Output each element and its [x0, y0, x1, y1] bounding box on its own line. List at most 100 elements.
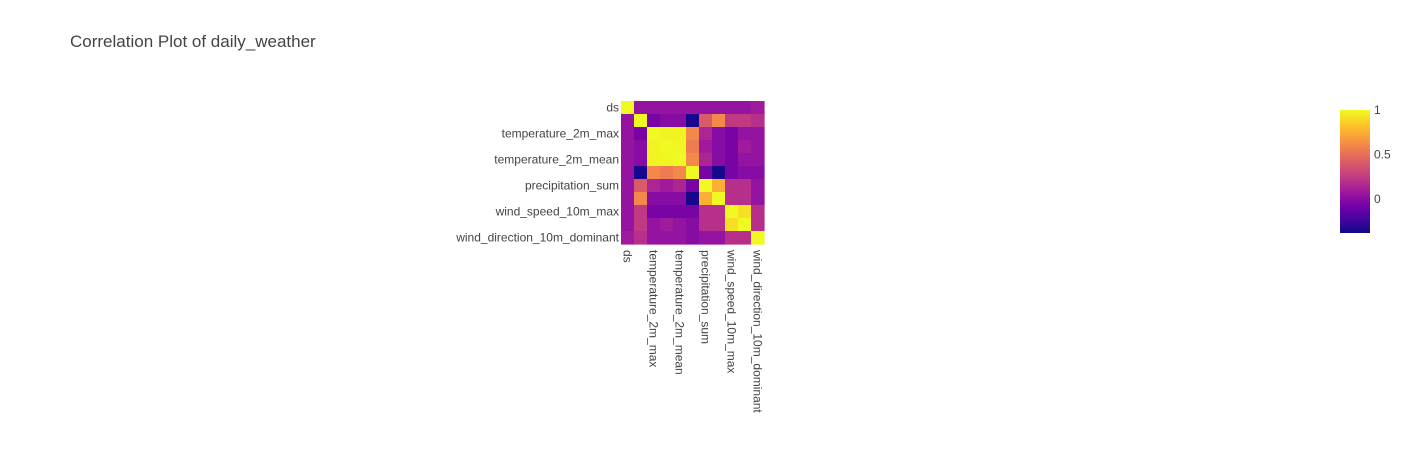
heatmap-cell[interactable] — [725, 114, 739, 128]
heatmap-cell[interactable] — [673, 114, 687, 128]
heatmap-cell[interactable] — [686, 127, 700, 141]
heatmap-cell[interactable] — [673, 205, 687, 219]
heatmap-cell[interactable] — [699, 205, 713, 219]
heatmap-cell[interactable] — [660, 218, 674, 232]
heatmap-cell[interactable] — [738, 153, 752, 167]
heatmap-cell[interactable] — [621, 205, 635, 219]
heatmap-cell[interactable] — [738, 179, 752, 193]
heatmap-cell[interactable] — [634, 166, 648, 180]
heatmap-cell[interactable] — [725, 179, 739, 193]
heatmap-cell[interactable] — [712, 218, 726, 232]
heatmap-cell[interactable] — [686, 231, 700, 245]
heatmap-cell[interactable] — [686, 192, 700, 206]
heatmap-cell[interactable] — [660, 114, 674, 128]
heatmap-cell[interactable] — [647, 127, 661, 141]
heatmap-cell[interactable] — [725, 205, 739, 219]
heatmap-cell[interactable] — [660, 101, 674, 115]
heatmap-cell[interactable] — [751, 179, 765, 193]
heatmap-cell[interactable] — [751, 218, 765, 232]
heatmap-cell[interactable] — [699, 127, 713, 141]
heatmap-cell[interactable] — [673, 192, 687, 206]
heatmap-cell[interactable] — [712, 114, 726, 128]
heatmap-cell[interactable] — [673, 231, 687, 245]
heatmap-cell[interactable] — [673, 101, 687, 115]
heatmap-cell[interactable] — [621, 101, 635, 115]
heatmap-cell[interactable] — [686, 101, 700, 115]
heatmap-cell[interactable] — [712, 166, 726, 180]
heatmap-cell[interactable] — [751, 127, 765, 141]
heatmap-cell[interactable] — [738, 166, 752, 180]
heatmap-cell[interactable] — [738, 114, 752, 128]
heatmap-cell[interactable] — [686, 205, 700, 219]
heatmap-cell[interactable] — [634, 205, 648, 219]
heatmap-cell[interactable] — [738, 101, 752, 115]
heatmap-cell[interactable] — [699, 192, 713, 206]
heatmap-cell[interactable] — [686, 166, 700, 180]
heatmap-cell[interactable] — [725, 153, 739, 167]
heatmap-cell[interactable] — [621, 140, 635, 154]
heatmap-cell[interactable] — [738, 140, 752, 154]
heatmap-cell[interactable] — [712, 101, 726, 115]
heatmap-cell[interactable] — [699, 231, 713, 245]
heatmap-cell[interactable] — [738, 127, 752, 141]
heatmap-cell[interactable] — [634, 192, 648, 206]
heatmap-cell[interactable] — [647, 192, 661, 206]
heatmap-cell[interactable] — [660, 192, 674, 206]
heatmap-cell[interactable] — [738, 231, 752, 245]
heatmap-cell[interactable] — [712, 140, 726, 154]
heatmap-cells[interactable] — [621, 101, 765, 245]
heatmap-cell[interactable] — [725, 218, 739, 232]
heatmap-cell[interactable] — [712, 153, 726, 167]
heatmap-cell[interactable] — [673, 218, 687, 232]
heatmap-cell[interactable] — [647, 114, 661, 128]
heatmap-cell[interactable] — [712, 127, 726, 141]
heatmap-cell[interactable] — [660, 127, 674, 141]
heatmap-cell[interactable] — [647, 101, 661, 115]
heatmap-cell[interactable] — [699, 101, 713, 115]
heatmap-cell[interactable] — [686, 179, 700, 193]
heatmap-cell[interactable] — [647, 231, 661, 245]
heatmap-cell[interactable] — [686, 153, 700, 167]
heatmap-cell[interactable] — [634, 231, 648, 245]
heatmap-cell[interactable] — [751, 153, 765, 167]
heatmap-cell[interactable] — [634, 153, 648, 167]
heatmap-cell[interactable] — [699, 114, 713, 128]
heatmap-cell[interactable] — [699, 166, 713, 180]
heatmap-cell[interactable] — [725, 231, 739, 245]
heatmap-cell[interactable] — [673, 140, 687, 154]
heatmap-cell[interactable] — [621, 192, 635, 206]
heatmap-cell[interactable] — [699, 179, 713, 193]
heatmap-cell[interactable] — [751, 192, 765, 206]
heatmap-cell[interactable] — [686, 218, 700, 232]
heatmap-cell[interactable] — [621, 218, 635, 232]
heatmap-cell[interactable] — [673, 127, 687, 141]
heatmap-cell[interactable] — [647, 166, 661, 180]
heatmap-cell[interactable] — [621, 166, 635, 180]
heatmap-cell[interactable] — [621, 179, 635, 193]
heatmap-cell[interactable] — [621, 231, 635, 245]
heatmap-cell[interactable] — [634, 101, 648, 115]
heatmap-cell[interactable] — [660, 205, 674, 219]
heatmap-cell[interactable] — [634, 140, 648, 154]
heatmap-cell[interactable] — [634, 127, 648, 141]
heatmap-cell[interactable] — [673, 153, 687, 167]
heatmap-cell[interactable] — [686, 114, 700, 128]
heatmap-cell[interactable] — [660, 166, 674, 180]
heatmap-cell[interactable] — [751, 231, 765, 245]
heatmap-cell[interactable] — [699, 140, 713, 154]
heatmap-cell[interactable] — [621, 127, 635, 141]
heatmap-cell[interactable] — [712, 179, 726, 193]
heatmap-cell[interactable] — [699, 218, 713, 232]
heatmap-cell[interactable] — [725, 166, 739, 180]
heatmap-cell[interactable] — [699, 153, 713, 167]
heatmap-cell[interactable] — [660, 179, 674, 193]
heatmap-cell[interactable] — [725, 101, 739, 115]
heatmap-cell[interactable] — [660, 140, 674, 154]
heatmap-cell[interactable] — [660, 153, 674, 167]
heatmap-cell[interactable] — [634, 114, 648, 128]
heatmap-cell[interactable] — [751, 114, 765, 128]
heatmap-cell[interactable] — [647, 153, 661, 167]
heatmap-cell[interactable] — [725, 127, 739, 141]
heatmap-cell[interactable] — [621, 114, 635, 128]
heatmap-cell[interactable] — [660, 231, 674, 245]
